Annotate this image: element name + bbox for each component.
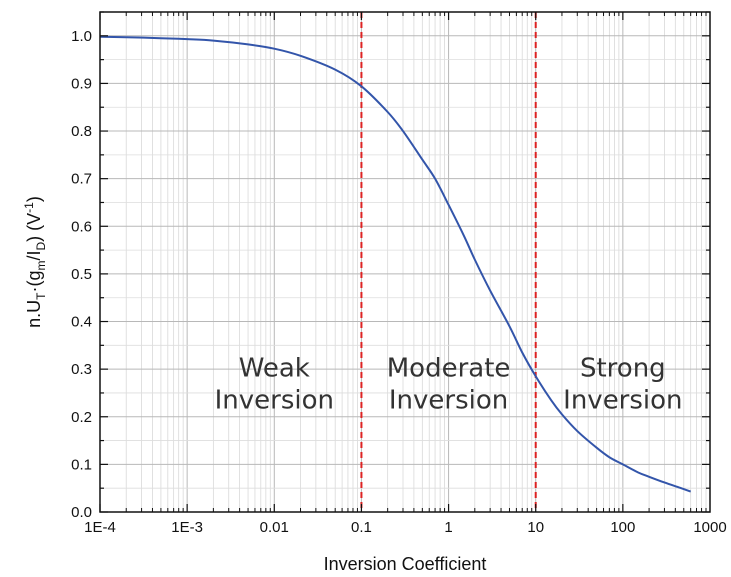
region-boundaries <box>360 12 537 512</box>
x-tick-label: 10 <box>527 519 544 536</box>
y-axis-title-part: ) (V <box>24 213 44 242</box>
region-label-line: Strong <box>580 353 666 383</box>
y-tick-label: 0.9 <box>71 75 92 92</box>
x-tick-label: 1E-3 <box>171 519 203 536</box>
x-tick-labels: 1E-4 1E-3 0.01 0.1 1 10 100 1000 <box>84 519 727 536</box>
x-tick-label: 0.01 <box>260 519 289 536</box>
y-tick-label: 0.6 <box>71 218 92 235</box>
y-axis-title-part: ) <box>24 196 44 202</box>
y-tick-label: 0.3 <box>71 361 92 378</box>
plot-frame <box>99 11 711 513</box>
y-tick-label: 0.0 <box>71 504 92 521</box>
y-axis-title-sub: T <box>34 292 48 300</box>
region-label-line: Weak <box>239 353 310 383</box>
x-tick-label: 100 <box>610 519 635 536</box>
region-label: Weak Inversion <box>215 353 334 415</box>
y-tick-label: 0.2 <box>71 409 92 426</box>
region-label: Strong Inversion <box>563 353 682 415</box>
series-group <box>99 35 691 493</box>
region-label: Moderate Inversion <box>387 353 511 415</box>
region-label-line: Moderate <box>387 353 511 383</box>
y-tick-label: 0.8 <box>71 123 92 140</box>
x-axis-title: Inversion Coefficient <box>324 554 487 574</box>
y-axis-title-sub: D <box>34 241 48 250</box>
axis-ticks <box>99 11 710 513</box>
plot-background <box>100 12 710 512</box>
y-tick-label: 0.7 <box>71 171 92 188</box>
x-tick-label: 1E-4 <box>84 519 116 536</box>
y-tick-label: 0.4 <box>71 314 92 331</box>
y-tick-labels: 0.0 0.1 0.2 0.3 0.4 0.5 0.6 0.7 0.8 0.9 1.0 <box>71 28 92 521</box>
y-axis-title-sup: -1 <box>22 202 36 213</box>
region-label-line: Inversion <box>563 385 682 415</box>
y-axis-title-part: /I <box>24 250 44 260</box>
region-label-line: Inversion <box>389 385 508 415</box>
y-tick-label: 1.0 <box>71 28 92 45</box>
y-axis-title-sub: m <box>34 261 48 271</box>
region-label-line: Inversion <box>215 385 334 415</box>
y-axis-title: n.UT·(gm/ID) (V-1) <box>22 196 48 328</box>
x-tick-label: 1 <box>444 519 452 536</box>
x-tick-label: 1000 <box>693 519 726 536</box>
y-tick-label: 0.1 <box>71 456 92 473</box>
y-axis-title-part: n.U <box>24 300 44 328</box>
y-tick-label: 0.5 <box>71 266 92 283</box>
grid <box>99 11 710 513</box>
x-tick-label: 0.1 <box>351 519 372 536</box>
y-axis-title-part: ·(g <box>24 271 44 293</box>
series-line <box>99 35 691 493</box>
